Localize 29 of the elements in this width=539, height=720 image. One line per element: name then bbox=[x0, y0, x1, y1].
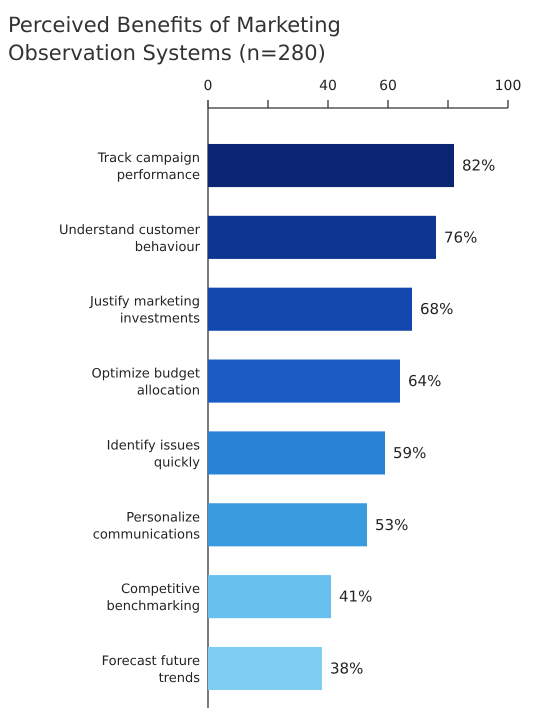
bar bbox=[208, 144, 454, 188]
x-tick-label: 40 bbox=[319, 78, 337, 94]
bar bbox=[208, 431, 385, 474]
data-label: 76% bbox=[444, 228, 478, 246]
bar bbox=[208, 503, 367, 546]
y-tick-label: Track campaign performance bbox=[96, 151, 200, 184]
data-label: 59% bbox=[393, 444, 426, 462]
y-tick-label: Competitive benchmarking bbox=[106, 582, 200, 614]
data-label: 64% bbox=[408, 372, 442, 390]
bar bbox=[208, 575, 331, 618]
data-label: 38% bbox=[330, 659, 364, 678]
bar bbox=[208, 216, 436, 259]
data-label: 82% bbox=[462, 156, 496, 175]
bar bbox=[208, 288, 412, 331]
data-label: 41% bbox=[339, 588, 372, 606]
x-tick-label: 60 bbox=[379, 78, 397, 94]
y-tick-label: Understand customer behaviour bbox=[58, 222, 201, 255]
bar bbox=[208, 360, 400, 403]
bar bbox=[208, 646, 322, 690]
data-label: 68% bbox=[420, 300, 454, 318]
y-tick-label: Optimize budget allocation bbox=[91, 366, 200, 399]
data-label: 53% bbox=[375, 516, 408, 534]
y-tick-label: Identify issues quickly bbox=[106, 438, 200, 470]
x-tick-label: 100 bbox=[494, 78, 522, 94]
x-tick-label: 0 bbox=[204, 78, 212, 94]
y-tick-label: Forecast future trends bbox=[102, 654, 200, 686]
chart-title: Perceived Benefits of Marketing Observation Systems (n=280) bbox=[8, 13, 341, 65]
y-tick-label: Justify marketing investments bbox=[89, 294, 200, 327]
y-tick-label: Personalize communications bbox=[92, 510, 200, 542]
